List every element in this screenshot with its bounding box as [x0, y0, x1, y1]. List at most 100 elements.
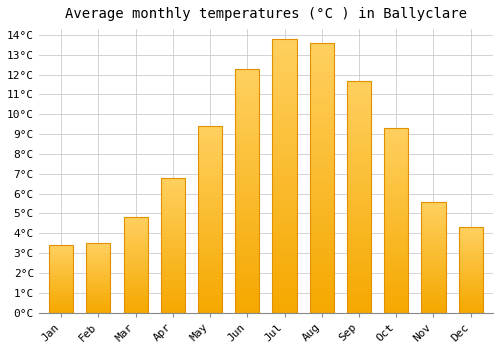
Bar [458, 243, 483, 244]
Bar [422, 235, 446, 237]
Bar [272, 214, 296, 219]
Bar [422, 299, 446, 302]
Bar [422, 202, 446, 204]
Bar [458, 239, 483, 241]
Bar [86, 279, 110, 281]
Bar [49, 288, 73, 290]
Bar [384, 246, 408, 250]
Bar [384, 305, 408, 309]
Bar [384, 158, 408, 161]
Bar [458, 261, 483, 263]
Bar [458, 309, 483, 311]
Bar [86, 264, 110, 265]
Bar [384, 279, 408, 283]
Bar [272, 252, 296, 258]
Bar [235, 113, 260, 118]
Bar [124, 295, 148, 298]
Bar [198, 283, 222, 287]
Bar [272, 83, 296, 88]
Bar [235, 205, 260, 210]
Bar [422, 241, 446, 244]
Bar [347, 294, 371, 299]
Bar [458, 299, 483, 301]
Bar [160, 261, 185, 264]
Bar [49, 268, 73, 270]
Bar [458, 265, 483, 267]
Bar [347, 187, 371, 192]
Bar [384, 272, 408, 276]
Bar [124, 259, 148, 261]
Bar [347, 132, 371, 136]
Bar [347, 164, 371, 169]
Bar [347, 94, 371, 99]
Bar [49, 310, 73, 311]
Bar [458, 246, 483, 248]
Bar [272, 198, 296, 203]
Bar [384, 169, 408, 173]
Bar [347, 280, 371, 285]
Bar [198, 298, 222, 301]
Bar [272, 258, 296, 264]
Bar [347, 303, 371, 308]
Bar [272, 264, 296, 269]
Bar [49, 301, 73, 302]
Bar [310, 183, 334, 189]
Bar [86, 253, 110, 254]
Bar [86, 261, 110, 262]
Bar [235, 74, 260, 78]
Bar [86, 274, 110, 275]
Bar [124, 307, 148, 309]
Bar [86, 246, 110, 247]
Bar [160, 178, 185, 313]
Bar [384, 243, 408, 246]
Bar [124, 303, 148, 305]
Bar [49, 263, 73, 264]
Bar [422, 228, 446, 230]
Bar [86, 303, 110, 304]
Bar [198, 186, 222, 190]
Bar [422, 226, 446, 228]
Bar [458, 279, 483, 280]
Bar [49, 282, 73, 283]
Bar [422, 288, 446, 290]
Bar [422, 219, 446, 222]
Bar [384, 191, 408, 195]
Bar [422, 279, 446, 281]
Bar [310, 86, 334, 91]
Bar [124, 246, 148, 248]
Bar [49, 246, 73, 248]
Bar [124, 254, 148, 256]
Bar [272, 285, 296, 291]
Bar [198, 294, 222, 298]
Bar [49, 279, 73, 280]
Bar [272, 192, 296, 198]
Bar [422, 239, 446, 241]
Bar [458, 232, 483, 234]
Bar [124, 288, 148, 290]
Bar [347, 192, 371, 197]
Bar [422, 266, 446, 268]
Bar [235, 298, 260, 303]
Bar [124, 280, 148, 282]
Bar [124, 231, 148, 233]
Bar [198, 275, 222, 279]
Bar [310, 54, 334, 59]
Bar [49, 311, 73, 313]
Bar [124, 240, 148, 242]
Bar [160, 202, 185, 205]
Bar [384, 217, 408, 220]
Bar [124, 305, 148, 307]
Bar [272, 138, 296, 143]
Bar [198, 264, 222, 268]
Bar [198, 126, 222, 313]
Bar [160, 307, 185, 310]
Bar [124, 278, 148, 280]
Bar [86, 270, 110, 271]
Bar [198, 234, 222, 238]
Bar [347, 238, 371, 243]
Bar [422, 310, 446, 313]
Bar [124, 263, 148, 265]
Bar [235, 108, 260, 113]
Bar [160, 178, 185, 181]
Bar [198, 141, 222, 145]
